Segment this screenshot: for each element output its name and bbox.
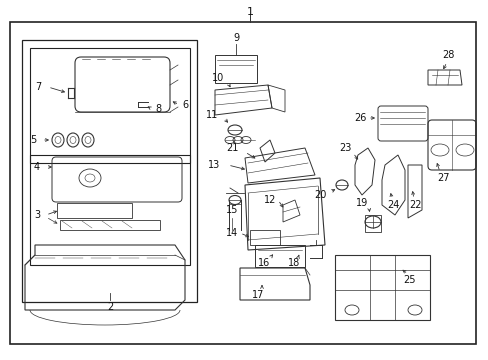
Text: 3: 3 [34,210,40,220]
Text: 6: 6 [182,100,188,110]
Text: 14: 14 [225,228,238,238]
Text: 28: 28 [441,50,453,60]
Text: 5: 5 [30,135,36,145]
Text: 21: 21 [225,143,238,153]
Bar [30,155,190,265]
Bar [30,48,190,163]
Bar [254,245,305,267]
Text: 11: 11 [205,110,218,120]
Text: 18: 18 [287,258,300,268]
Text: 13: 13 [207,160,220,170]
Text: 12: 12 [263,195,276,205]
Text: 17: 17 [251,290,264,300]
Text: 27: 27 [436,173,448,183]
Text: 24: 24 [386,200,398,210]
Bar [249,230,280,245]
Text: 19: 19 [355,198,367,208]
Text: 10: 10 [211,73,224,83]
Text: 4: 4 [34,162,40,172]
Text: 1: 1 [246,7,253,17]
Text: 7: 7 [35,82,41,92]
Text: 2: 2 [107,302,113,312]
Text: 8: 8 [155,104,161,114]
Bar [215,55,257,83]
Text: 16: 16 [257,258,269,268]
Text: 9: 9 [232,33,239,43]
Bar [60,220,160,230]
Text: 22: 22 [408,200,420,210]
Text: 15: 15 [225,205,238,215]
Text: 26: 26 [353,113,366,123]
Bar [22,40,197,302]
Text: 20: 20 [313,190,325,200]
Text: 23: 23 [338,143,350,153]
Bar [10,22,475,344]
Bar [57,203,132,218]
Text: 25: 25 [403,275,415,285]
